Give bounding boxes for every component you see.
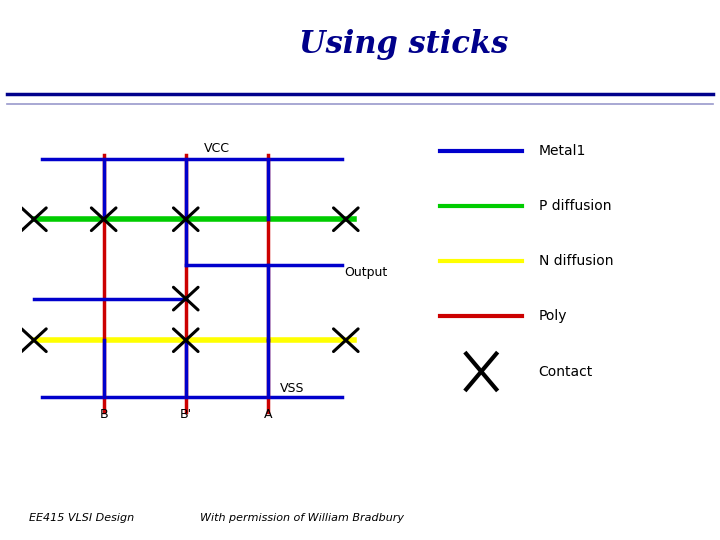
Text: N diffusion: N diffusion (539, 254, 613, 268)
Text: VSS: VSS (280, 382, 305, 395)
Text: Contact: Contact (539, 364, 593, 379)
Text: P diffusion: P diffusion (539, 199, 611, 213)
Text: Poly: Poly (539, 309, 567, 323)
Text: A: A (264, 408, 272, 421)
Text: With permission of William Bradbury: With permission of William Bradbury (200, 513, 405, 523)
Text: B': B' (180, 408, 192, 421)
Text: B: B (99, 408, 108, 421)
Text: Output: Output (343, 267, 387, 280)
Text: EE415 VLSI Design: EE415 VLSI Design (29, 513, 134, 523)
Text: VCC: VCC (204, 142, 230, 155)
Text: Metal1: Metal1 (539, 144, 586, 158)
Text: Using sticks: Using sticks (299, 29, 508, 59)
